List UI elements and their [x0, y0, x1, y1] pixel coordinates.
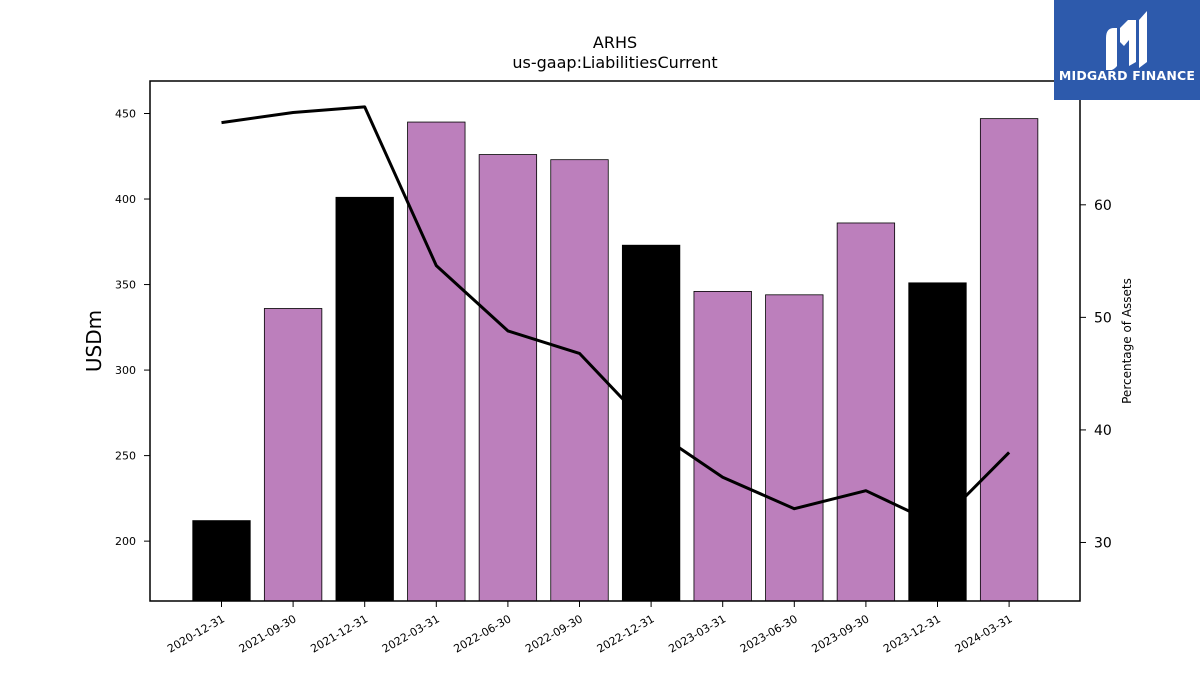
x-tick-label: 2023-06-30: [738, 612, 800, 655]
y2-tick-label: 40: [1094, 423, 1112, 439]
y-tick-label: 200: [115, 535, 136, 548]
x-tick-label: 2023-12-31: [881, 612, 943, 655]
x-tick-label: 2024-03-31: [953, 612, 1015, 655]
chart-subtitle: us-gaap:LiabilitiesCurrent: [512, 53, 717, 72]
x-tick-label: 2020-12-31: [165, 612, 227, 655]
y-tick-label: 400: [115, 193, 136, 206]
x-tick-label: 2021-09-30: [237, 612, 299, 655]
x-tick-label: 2022-09-30: [523, 612, 585, 655]
bar-2022-09-30: [550, 159, 609, 602]
bar-2022-03-31: [407, 121, 466, 602]
x-axis-ticks: 2020-12-31 2021-09-30 2021-12-31 2022-03-31…: [165, 601, 1015, 656]
y2-axis-ticks: 30 40 50 60: [1080, 198, 1112, 551]
bar-2023-03-31: [693, 290, 752, 602]
logo-text: MIDGARD FINANCE: [1058, 68, 1196, 83]
bar-2021-12-31: [335, 196, 394, 602]
y2-axis-label: Percentage of Assets: [1120, 278, 1134, 404]
y2-tick-label: 50: [1094, 310, 1112, 326]
y-axis-label: USDm: [82, 310, 106, 372]
y-tick-label: 300: [115, 364, 136, 377]
bars: [192, 118, 1039, 602]
y-tick-label: 250: [115, 450, 136, 463]
y2-tick-label: 60: [1094, 198, 1112, 214]
x-tick-label: 2022-06-30: [452, 612, 514, 655]
midgard-finance-logo: MIDGARD FINANCE: [1054, 0, 1200, 100]
percentage-line-layer: [221, 105, 1011, 526]
bar-2024-03-31: [979, 118, 1039, 602]
bar-2023-12-31: [908, 282, 967, 602]
y2-tick-label: 30: [1094, 535, 1112, 551]
logo-mark-icon: [1106, 11, 1147, 70]
plot-frame: [149, 80, 1081, 602]
y-tick-label: 450: [115, 108, 136, 121]
bar-2022-12-31: [621, 244, 681, 602]
bar-2020-12-31: [192, 520, 251, 602]
x-tick-label: 2022-03-31: [380, 612, 442, 655]
chart-title: ARHS: [593, 33, 637, 52]
x-tick-label: 2023-09-30: [810, 612, 872, 655]
x-tick-label: 2022-12-31: [595, 612, 657, 655]
y-tick-label: 350: [115, 279, 136, 292]
x-tick-label: 2023-03-31: [666, 612, 728, 655]
x-tick-label: 2021-12-31: [308, 612, 370, 655]
y-axis-ticks: 200 250 300 350 400 450: [115, 108, 150, 548]
bar-2023-09-30: [836, 222, 896, 602]
percentage-of-assets-line: [221, 105, 1011, 526]
bar-2021-09-30: [263, 308, 323, 602]
bar-2022-06-30: [478, 154, 538, 602]
bar-2023-06-30: [765, 294, 824, 602]
